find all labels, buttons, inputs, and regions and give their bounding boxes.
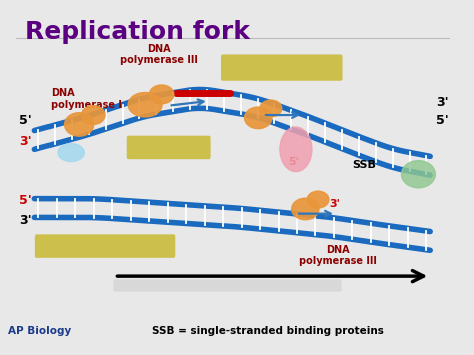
Text: 5': 5'	[19, 194, 32, 207]
Text: 5': 5'	[288, 157, 299, 167]
Text: DNA
polymerase III: DNA polymerase III	[300, 245, 377, 266]
Ellipse shape	[307, 191, 329, 208]
Ellipse shape	[401, 160, 436, 188]
Text: 3': 3'	[19, 135, 32, 148]
Ellipse shape	[292, 198, 319, 220]
FancyBboxPatch shape	[114, 279, 342, 291]
Text: 5': 5'	[19, 114, 32, 127]
Text: SSB = single-stranded binding proteins: SSB = single-stranded binding proteins	[152, 326, 384, 336]
Ellipse shape	[280, 127, 312, 171]
Text: Replication fork: Replication fork	[25, 20, 250, 44]
Ellipse shape	[260, 100, 282, 117]
Ellipse shape	[149, 85, 174, 104]
Text: DNA
polymerase I: DNA polymerase I	[51, 88, 122, 110]
Text: AP Biology: AP Biology	[9, 326, 72, 336]
FancyBboxPatch shape	[221, 54, 343, 81]
Ellipse shape	[82, 106, 105, 125]
Ellipse shape	[64, 113, 94, 136]
Text: DNA
polymerase III: DNA polymerase III	[120, 44, 198, 65]
Ellipse shape	[128, 93, 162, 117]
Text: 3': 3'	[436, 95, 448, 109]
Text: SSB: SSB	[353, 160, 376, 170]
Text: 3': 3'	[329, 199, 340, 209]
Ellipse shape	[58, 144, 84, 162]
Ellipse shape	[245, 107, 272, 129]
Text: 5': 5'	[436, 114, 448, 127]
Text: 3': 3'	[19, 214, 32, 228]
FancyBboxPatch shape	[35, 234, 175, 258]
FancyBboxPatch shape	[127, 136, 210, 159]
